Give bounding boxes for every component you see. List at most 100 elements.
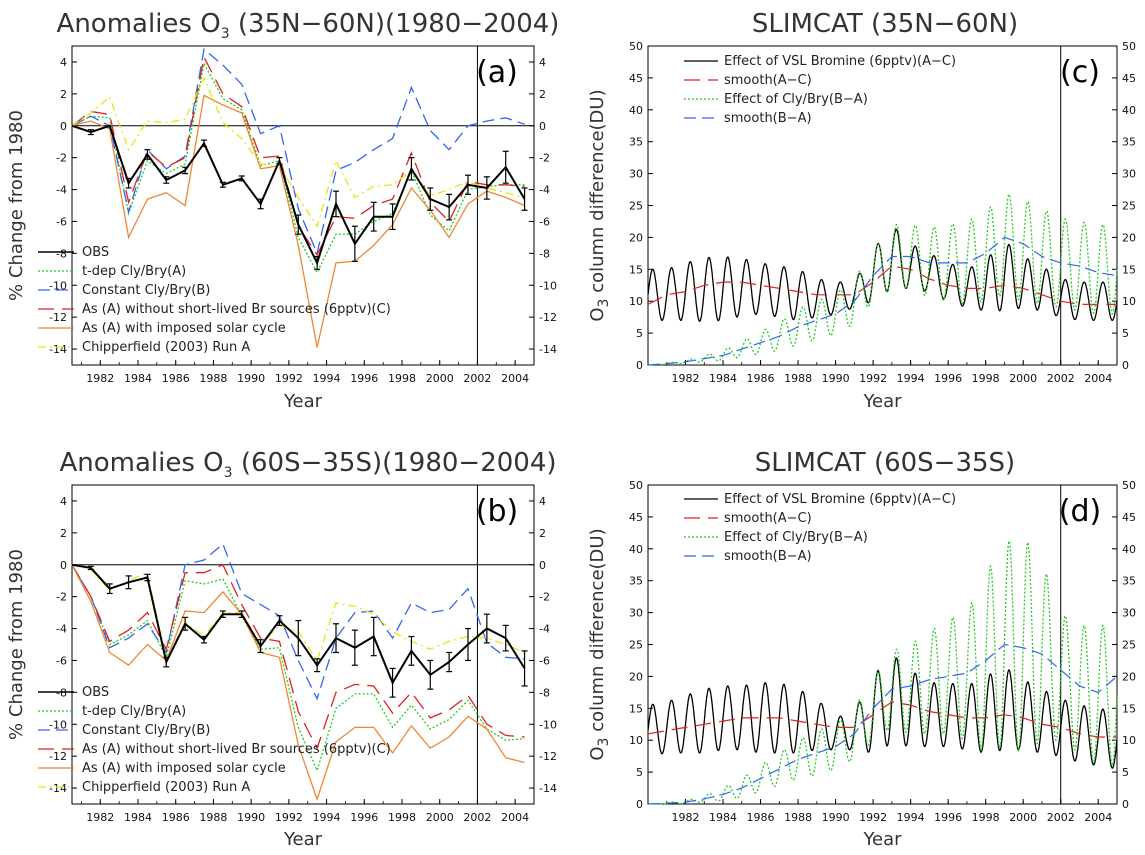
y-axis-label: % Change from 1980 <box>6 549 27 740</box>
x-tick-label: 1996 <box>350 811 378 824</box>
chart-panel-a: Anomalies O3 (35N−60N)(1980−2004) (a) 1982… <box>6 9 559 412</box>
series-line-2 <box>648 193 1118 366</box>
series-line-0 <box>647 228 1118 322</box>
y-tick-label: -8 <box>56 686 67 699</box>
plot-frame <box>71 484 535 805</box>
chart-title: SLIMCAT (35N−60N) <box>752 9 1018 39</box>
y-right-tick-label: 0 <box>539 120 546 133</box>
legend: Effect of VSL Bromine (6pptv)(A−C) smooth… <box>684 54 956 126</box>
legend-label: Effect of Cly/Bry(B−A) <box>724 530 868 545</box>
x-tick-label: 1990 <box>237 372 265 385</box>
plot-frame <box>71 45 535 366</box>
y-tick-label: 10 <box>629 295 643 308</box>
x-axis-label: Year <box>283 391 323 412</box>
x-tick-label: 2002 <box>463 372 491 385</box>
y-right-tick-label: 40 <box>1122 543 1136 556</box>
legend-label: smooth(B−A) <box>724 111 812 126</box>
x-tick-label: 1986 <box>162 811 190 824</box>
y-tick-label: -14 <box>49 343 67 356</box>
y-tick-label: -4 <box>56 184 67 197</box>
y-tick-label: 0 <box>60 120 67 133</box>
y-tick-label: 4 <box>60 495 67 508</box>
x-tick-label: 1982 <box>86 372 114 385</box>
y-right-tick-label: 0 <box>1122 359 1129 372</box>
x-tick-label: 1988 <box>784 811 812 824</box>
x-tick-label: 1992 <box>859 372 887 385</box>
x-tick-label: 1996 <box>350 372 378 385</box>
y-right-tick-label: -2 <box>539 591 550 604</box>
x-tick-label: 2002 <box>1047 811 1075 824</box>
legend-label: Effect of VSL Bromine (6pptv)(A−C) <box>724 492 956 507</box>
y-tick-label: -2 <box>56 591 67 604</box>
y-right-tick-label: 35 <box>1122 136 1136 149</box>
x-tick-label: 1990 <box>237 811 265 824</box>
chart-title: SLIMCAT (60S−35S) <box>755 448 1015 478</box>
x-tick-label: 1996 <box>934 372 962 385</box>
chart-title: Anomalies O3 (60S−35S)(1980−2004) <box>60 448 557 481</box>
y-right-tick-label: 25 <box>1122 639 1136 652</box>
y-tick-label: 0 <box>636 798 643 811</box>
y-right-tick-label: 45 <box>1122 72 1136 85</box>
y-tick-label: 50 <box>629 40 643 53</box>
y-right-tick-label: 50 <box>1122 40 1136 53</box>
y-tick-label: 20 <box>629 231 643 244</box>
y-tick-label: 10 <box>629 734 643 747</box>
y-right-tick-label: 2 <box>539 88 546 101</box>
y-axis-label: O3 column difference(DU) <box>587 89 612 321</box>
x-tick-label: 2002 <box>1047 372 1075 385</box>
y-right-tick-label: 5 <box>1122 766 1129 779</box>
chart-panel-d: SLIMCAT (60S−35S) (d) 1982 1984 1986 1988 1990… <box>587 448 1136 850</box>
y-tick-label: 25 <box>629 200 643 213</box>
series-line-2 <box>648 540 1118 805</box>
x-tick-label: 1994 <box>897 372 925 385</box>
y-right-tick-label: 45 <box>1122 511 1136 524</box>
legend: OBS t-dep Cly/Bry(A) Constant Cly/Bry(B) As… <box>38 685 391 795</box>
legend-label: As (A) without short-lived Br sources (6… <box>82 302 391 317</box>
y-tick-label: 5 <box>636 327 643 340</box>
y-right-tick-label: 30 <box>1122 607 1136 620</box>
y-right-tick-label: -4 <box>539 623 550 636</box>
series-line-5 <box>71 76 525 228</box>
plot-frame <box>647 45 1118 366</box>
y-right-tick-label: 15 <box>1122 702 1136 715</box>
series-line-4 <box>71 564 525 802</box>
series-line-0 <box>647 657 1118 769</box>
y-right-tick-label: -12 <box>539 750 557 763</box>
y-tick-label: 35 <box>629 136 643 149</box>
series-line-1 <box>71 61 525 274</box>
y-right-tick-label: 25 <box>1122 200 1136 213</box>
chart-panel-b: Anomalies O3 (60S−35S)(1980−2004) (b) 1982… <box>6 448 557 850</box>
x-tick-label: 2004 <box>1084 811 1112 824</box>
y-axis-label: % Change from 1980 <box>6 110 27 301</box>
y-right-tick-label: -6 <box>539 215 550 228</box>
panel-label: (c) <box>1060 55 1100 90</box>
x-tick-label: 1990 <box>822 372 850 385</box>
y-right-tick-label: 5 <box>1122 327 1129 340</box>
x-tick-label: 2000 <box>1009 372 1037 385</box>
x-axis-label: Year <box>283 829 323 850</box>
legend-label: As (A) with imposed solar cycle <box>82 761 286 776</box>
y-tick-label: 25 <box>629 639 643 652</box>
y-right-tick-label: 40 <box>1122 104 1136 117</box>
legend-label: Effect of VSL Bromine (6pptv)(A−C) <box>724 54 956 69</box>
y-tick-label: -2 <box>56 152 67 165</box>
y-right-tick-label: 20 <box>1122 231 1136 244</box>
series-line-3 <box>647 236 1118 366</box>
y-tick-label: 45 <box>629 72 643 85</box>
x-tick-label: 2004 <box>501 372 529 385</box>
x-tick-label: 1998 <box>972 372 1000 385</box>
x-tick-label: 2000 <box>426 811 454 824</box>
legend-label: Constant Cly/Bry(B) <box>82 723 210 738</box>
series-line-3 <box>71 563 525 750</box>
y-tick-label: -12 <box>49 750 67 763</box>
x-tick-label: 1988 <box>199 811 227 824</box>
x-tick-label: 2004 <box>501 811 529 824</box>
y-right-tick-label: -2 <box>539 152 550 165</box>
x-tick-label: 1998 <box>388 372 416 385</box>
series-line-4 <box>71 94 525 348</box>
y-tick-label: 4 <box>60 56 67 69</box>
y-right-tick-label: 20 <box>1122 670 1136 683</box>
y-right-tick-label: 0 <box>1122 798 1129 811</box>
x-tick-label: 1982 <box>86 811 114 824</box>
